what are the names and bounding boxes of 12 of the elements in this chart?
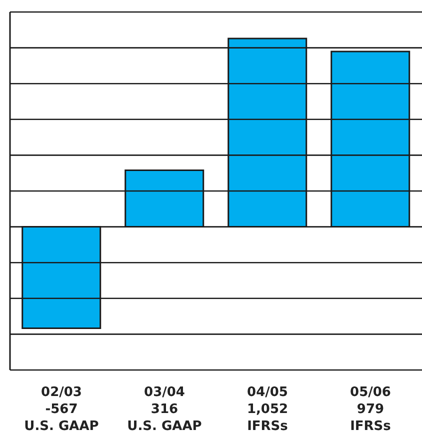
x-tick-label: 02/03 (41, 385, 82, 400)
data-label: -567 (45, 402, 78, 417)
text: IFRSs (350, 419, 392, 432)
text: U.S. GAAP (24, 419, 99, 432)
data-label: 979 (356, 402, 384, 417)
text: IFRSs (247, 419, 288, 432)
x-tick-label: 05/06 (350, 385, 391, 400)
x-tick-label: 04/05 (247, 385, 288, 400)
text: U.S. GAAP (127, 419, 202, 432)
data-label: 1,052 (246, 402, 288, 417)
x-tick-label: 03/04 (144, 385, 185, 400)
data-label: 316 (150, 402, 178, 417)
